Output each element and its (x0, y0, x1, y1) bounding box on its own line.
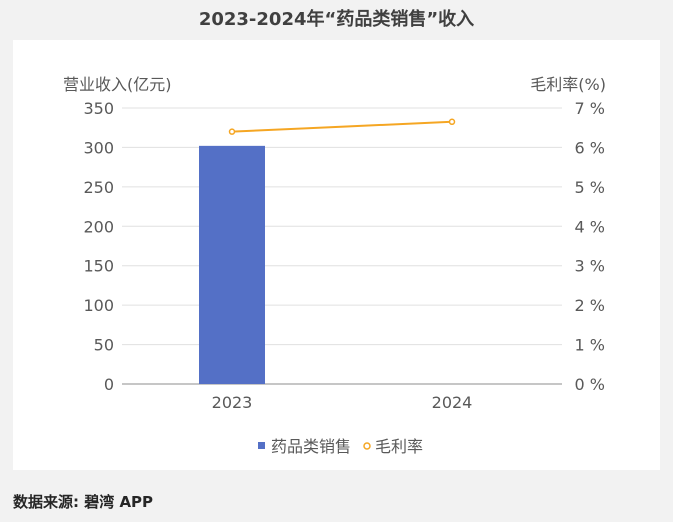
y-right-tick-label: 7 % (575, 99, 605, 118)
y-right-tick-label: 1 % (575, 336, 605, 355)
legend-label-bar: 药品类销售 (271, 437, 351, 456)
y-left-tick-label: 200 (83, 217, 114, 236)
y-left-tick-label: 250 (83, 178, 114, 197)
bar-2023 (199, 145, 265, 384)
line-point-2023 (228, 128, 236, 135)
data-source: 数据来源: 碧湾 APP (13, 493, 154, 511)
chart-title: 2023-2024年“药品类销售”收入 (198, 9, 475, 30)
chart-svg: 营业收入(亿元) 毛利率(%) 350 300 250 200 150 100 50 0 7 … (63, 75, 606, 456)
x-tick-label: 2023 (212, 393, 253, 412)
legend-label-line: 毛利率 (375, 437, 423, 456)
y-left-tick-label: 0 (104, 375, 114, 394)
y-left-tick-label: 300 (83, 138, 114, 157)
y-right-tick-label: 5 % (575, 178, 605, 197)
y-left-tick-label: 50 (94, 336, 114, 355)
line-series-gross-margin (231, 120, 453, 133)
y-right-axis-label: 毛利率(%) (530, 75, 606, 94)
x-tick-label: 2024 (432, 393, 473, 412)
chart-card: 营业收入(亿元) 毛利率(%) 350 300 250 200 150 100 50 0 7 … (13, 40, 660, 470)
y-right-tick-label: 4 % (575, 217, 605, 236)
y-right-tick-label: 0 % (575, 375, 605, 394)
y-left-tick-label: 150 (83, 257, 114, 276)
legend-swatch-line (363, 442, 371, 450)
y-right-tick-label: 2 % (575, 296, 605, 315)
y-right-tick-label: 3 % (575, 257, 605, 276)
y-left-tick-label: 350 (83, 99, 114, 118)
y-left-tick-label: 100 (83, 296, 114, 315)
line-point-2024 (448, 118, 456, 126)
y-left-axis-label: 营业收入(亿元) (63, 75, 172, 94)
y-right-tick-label: 6 % (575, 138, 605, 157)
legend-swatch-bar (258, 442, 265, 449)
